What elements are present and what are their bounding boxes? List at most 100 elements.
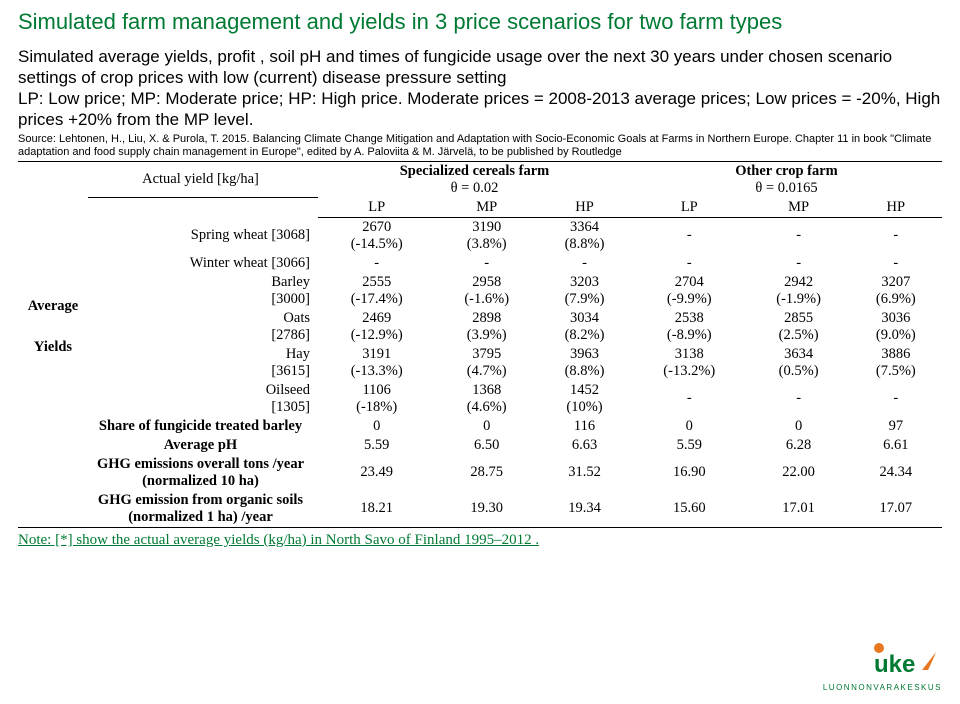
summary-cell: 116 — [538, 417, 631, 436]
crop-row: Winter wheat [3066]------ — [18, 254, 942, 273]
crop-label: Spring wheat [3068] — [88, 217, 318, 254]
value-cell: 2898(3.9%) — [435, 309, 538, 345]
summary-row: Share of fungicide treated barley0011600… — [18, 417, 942, 436]
hdr-lp2: LP — [631, 198, 748, 218]
value-cell: 3795(4.7%) — [435, 345, 538, 381]
intro-text: Simulated average yields, profit , soil … — [18, 46, 942, 131]
summary-label: Average pH — [88, 436, 318, 455]
value-cell: 2555(-17.4%) — [318, 273, 435, 309]
value-cell: 3036(9.0%) — [850, 309, 942, 345]
hdr-farm2: Other crop farm — [735, 163, 838, 179]
summary-row: Average pH5.596.506.635.596.286.61 — [18, 436, 942, 455]
value-cell: 1452(10%) — [538, 381, 631, 417]
summary-cell: 0 — [318, 417, 435, 436]
summary-cell: 5.59 — [631, 436, 748, 455]
summary-cell: 17.07 — [850, 491, 942, 528]
value-cell: - — [435, 254, 538, 273]
summary-cell: 0 — [748, 417, 850, 436]
summary-row: GHG emissions overall tons /year (normal… — [18, 455, 942, 491]
value-cell: - — [318, 254, 435, 273]
value-cell: - — [850, 381, 942, 417]
value-cell: 2942(-1.9%) — [748, 273, 850, 309]
summary-cell: 22.00 — [748, 455, 850, 491]
value-cell: 3138(-13.2%) — [631, 345, 748, 381]
value-cell: 2670(-14.5%) — [318, 217, 435, 254]
value-cell: - — [850, 254, 942, 273]
summary-cell: 6.63 — [538, 436, 631, 455]
crop-row: Hay[3615]3191(-13.3%)3795(4.7%)3963(8.8%… — [18, 345, 942, 381]
value-cell: 3364(8.8%) — [538, 217, 631, 254]
value-cell: 1368(4.6%) — [435, 381, 538, 417]
summary-cell: 97 — [850, 417, 942, 436]
summary-cell: 16.90 — [631, 455, 748, 491]
value-cell: 2469(-12.9%) — [318, 309, 435, 345]
value-cell: 3963(8.8%) — [538, 345, 631, 381]
logo-text: LUONNONVARAKESKUS — [823, 683, 942, 692]
hdr-lp1: LP — [318, 198, 435, 218]
crop-row: AverageYieldsBarley[3000]2555(-17.4%)295… — [18, 273, 942, 309]
summary-label: GHG emissions overall tons /year (normal… — [88, 455, 318, 491]
summary-cell: 24.34 — [850, 455, 942, 491]
value-cell: 3886(7.5%) — [850, 345, 942, 381]
hdr-hp2: HP — [850, 198, 942, 218]
value-cell: 3034(8.2%) — [538, 309, 631, 345]
value-cell: - — [631, 217, 748, 254]
value-cell: 2958(-1.6%) — [435, 273, 538, 309]
summary-cell: 5.59 — [318, 436, 435, 455]
summary-row: GHG emission from organic soils (normali… — [18, 491, 942, 528]
summary-cell: 0 — [631, 417, 748, 436]
value-cell: - — [850, 217, 942, 254]
value-cell: - — [748, 381, 850, 417]
value-cell: - — [538, 254, 631, 273]
svg-text:uke: uke — [874, 651, 915, 676]
summary-cell: 18.21 — [318, 491, 435, 528]
value-cell: 3207(6.9%) — [850, 273, 942, 309]
value-cell: 3191(-13.3%) — [318, 345, 435, 381]
crop-label: Oats[2786] — [88, 309, 318, 345]
crop-row: Oilseed[1305]1106(-18%)1368(4.6%)1452(10… — [18, 381, 942, 417]
summary-cell: 15.60 — [631, 491, 748, 528]
luke-logo: uke LUONNONVARAKESKUS — [823, 642, 942, 692]
value-cell: 2538(-8.9%) — [631, 309, 748, 345]
value-cell: 3203(7.9%) — [538, 273, 631, 309]
crop-row: Spring wheat [3068]2670(-14.5%)3190(3.8%… — [18, 217, 942, 254]
value-cell: 3190(3.8%) — [435, 217, 538, 254]
hdr-hp1: HP — [538, 198, 631, 218]
summary-cell: 17.01 — [748, 491, 850, 528]
hdr-mp2: MP — [748, 198, 850, 218]
summary-cell: 6.61 — [850, 436, 942, 455]
hdr-farm1: Specialized cereals farm — [400, 163, 550, 179]
logo-icon: uke — [872, 642, 942, 681]
summary-cell: 6.50 — [435, 436, 538, 455]
summary-label: GHG emission from organic soils (normali… — [88, 491, 318, 528]
slide-title: Simulated farm management and yields in … — [18, 8, 942, 36]
summary-cell: 19.34 — [538, 491, 631, 528]
summary-cell: 31.52 — [538, 455, 631, 491]
value-cell: 2855(2.5%) — [748, 309, 850, 345]
crop-label: Winter wheat [3066] — [88, 254, 318, 273]
summary-cell: 19.30 — [435, 491, 538, 528]
data-table: Actual yield [kg/ha] Specialized cereals… — [18, 162, 942, 528]
value-cell: - — [631, 381, 748, 417]
crop-label: Oilseed[1305] — [88, 381, 318, 417]
summary-cell: 23.49 — [318, 455, 435, 491]
data-table-container: Actual yield [kg/ha] Specialized cereals… — [18, 161, 942, 528]
summary-label: Share of fungicide treated barley — [88, 417, 318, 436]
footnote: Note: [*] show the actual average yields… — [18, 532, 942, 549]
value-cell: - — [631, 254, 748, 273]
crop-row: Oats[2786]2469(-12.9%)2898(3.9%)3034(8.2… — [18, 309, 942, 345]
summary-cell: 28.75 — [435, 455, 538, 491]
source-citation: Source: Lehtonen, H., Liu, X. & Purola, … — [18, 133, 942, 159]
value-cell: - — [748, 217, 850, 254]
crop-label: Barley[3000] — [88, 273, 318, 309]
hdr-mp1: MP — [435, 198, 538, 218]
header-row-1: Actual yield [kg/ha] Specialized cereals… — [18, 162, 942, 198]
value-cell: 2704(-9.9%) — [631, 273, 748, 309]
crop-label: Hay[3615] — [88, 345, 318, 381]
summary-cell: 6.28 — [748, 436, 850, 455]
hdr-theta1: θ = 0.02 — [451, 180, 499, 196]
hdr-actual: Actual yield [kg/ha] — [88, 162, 318, 198]
value-cell: 3634(0.5%) — [748, 345, 850, 381]
value-cell: - — [748, 254, 850, 273]
value-cell: 1106(-18%) — [318, 381, 435, 417]
